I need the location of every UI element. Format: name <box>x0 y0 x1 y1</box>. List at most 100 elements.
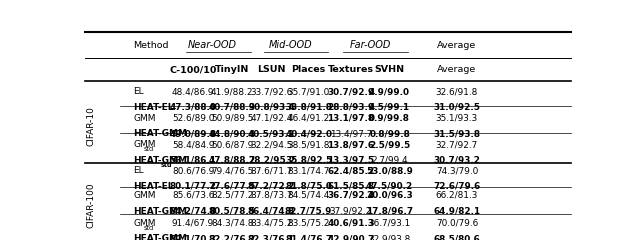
Text: 82.7/75.9: 82.7/75.9 <box>285 207 332 216</box>
Text: 74.3/79.0: 74.3/79.0 <box>436 166 478 175</box>
Text: 40.4/92.0: 40.4/92.0 <box>285 129 332 138</box>
Text: 80.1/77.2: 80.1/77.2 <box>170 182 216 191</box>
Text: 82.3/76.1: 82.3/76.1 <box>248 234 295 240</box>
Text: HEAT-EL: HEAT-EL <box>134 182 174 191</box>
Text: 40.6/91.3: 40.6/91.3 <box>328 219 374 228</box>
Text: 91.4/67.9: 91.4/67.9 <box>172 219 214 228</box>
Text: LSUN: LSUN <box>257 65 285 74</box>
Text: 28.2/95.2: 28.2/95.2 <box>248 156 295 165</box>
Text: 50.6/87.9: 50.6/87.9 <box>211 140 253 149</box>
Text: 13.4/97.7: 13.4/97.7 <box>330 129 372 138</box>
Text: 70.0/79.6: 70.0/79.6 <box>436 219 478 228</box>
Text: 89.1/70.3: 89.1/70.3 <box>170 234 216 240</box>
Text: std: std <box>144 225 154 231</box>
Text: 13.1/97.8: 13.1/97.8 <box>327 114 374 123</box>
Text: Near-OOD: Near-OOD <box>188 40 237 50</box>
Text: 64.9/82.1: 64.9/82.1 <box>433 207 481 216</box>
Text: 50.9/89.5: 50.9/89.5 <box>211 114 253 123</box>
Text: 79.4/76.5: 79.4/76.5 <box>211 166 253 175</box>
Text: 82.5/77.2: 82.5/77.2 <box>211 191 253 200</box>
Text: HEAT-GMM: HEAT-GMM <box>134 234 188 240</box>
Text: CIFAR-100: CIFAR-100 <box>86 182 95 228</box>
Text: 44.8/90.4: 44.8/90.4 <box>209 129 256 138</box>
Text: C-100/10: C-100/10 <box>170 65 217 74</box>
Text: EL: EL <box>134 87 144 96</box>
Text: 82.2/76.2: 82.2/76.2 <box>209 234 256 240</box>
Text: 47.1/92.4: 47.1/92.4 <box>250 114 292 123</box>
Text: 33.8/91.8: 33.8/91.8 <box>285 103 332 112</box>
Text: 35.1/93.3: 35.1/93.3 <box>436 114 478 123</box>
Text: 4.9/99.0: 4.9/99.0 <box>369 87 410 96</box>
Text: 31.5/93.8: 31.5/93.8 <box>433 129 481 138</box>
Text: 35.8/92.5: 35.8/92.5 <box>285 156 332 165</box>
Text: 0.8/99.8: 0.8/99.8 <box>369 129 410 138</box>
Text: 13.3/97.5: 13.3/97.5 <box>327 156 374 165</box>
Text: Far-OOD: Far-OOD <box>349 40 391 50</box>
Text: 31.0/92.5: 31.0/92.5 <box>433 103 481 112</box>
Text: 13.8/97.6: 13.8/97.6 <box>327 140 374 149</box>
Text: 36.7/92.4: 36.7/92.4 <box>327 191 374 200</box>
Text: 4.5/99.1: 4.5/99.1 <box>369 103 410 112</box>
Text: std: std <box>144 146 154 152</box>
Text: Average: Average <box>437 65 477 74</box>
Text: 47.8/88.7: 47.8/88.7 <box>209 156 256 165</box>
Text: SVHN: SVHN <box>374 65 404 74</box>
Text: 47.3/88.0: 47.3/88.0 <box>170 103 216 112</box>
Text: Places: Places <box>292 65 326 74</box>
Text: 40.5/93.2: 40.5/93.2 <box>248 129 295 138</box>
Text: Textures: Textures <box>328 65 374 74</box>
Text: 83.5/75.2: 83.5/75.2 <box>287 219 330 228</box>
Text: 87.2/72.2: 87.2/72.2 <box>248 182 295 191</box>
Text: 49.0/89.8: 49.0/89.8 <box>170 129 216 138</box>
Text: 84.3/74.8: 84.3/74.8 <box>211 219 253 228</box>
Text: Average: Average <box>437 41 477 50</box>
Text: CIFAR-10: CIFAR-10 <box>86 106 95 146</box>
Text: GMM: GMM <box>134 140 156 149</box>
Text: 47.5/90.2: 47.5/90.2 <box>366 182 413 191</box>
Text: GMM: GMM <box>134 191 156 200</box>
Text: 83.4/75.2: 83.4/75.2 <box>250 219 292 228</box>
Text: 72.6/79.6: 72.6/79.6 <box>433 182 481 191</box>
Text: Mid-OOD: Mid-OOD <box>268 40 312 50</box>
Text: 33.7/92.6: 33.7/92.6 <box>250 87 292 96</box>
Text: 0.9/99.8: 0.9/99.8 <box>369 114 410 123</box>
Text: 36.7/93.1: 36.7/93.1 <box>369 219 411 228</box>
Text: 17.8/96.7: 17.8/96.7 <box>366 207 413 216</box>
Text: 30.7/93.2: 30.7/93.2 <box>433 156 481 165</box>
Text: 32.6/91.8: 32.6/91.8 <box>436 87 478 96</box>
Text: 35.7/91.0: 35.7/91.0 <box>287 87 330 96</box>
Text: 42.9/90.7: 42.9/90.7 <box>327 234 374 240</box>
Text: 77.6/77.5: 77.6/77.5 <box>209 182 256 191</box>
Text: 32.9/93.8: 32.9/93.8 <box>368 234 411 240</box>
Text: 80.6/76.9: 80.6/76.9 <box>172 166 214 175</box>
Text: HEAT-EL: HEAT-EL <box>134 103 174 112</box>
Text: HEAT-GMM: HEAT-GMM <box>134 156 188 165</box>
Text: 62.4/85.2: 62.4/85.2 <box>327 166 374 175</box>
Text: 68.5/80.6: 68.5/80.6 <box>433 234 481 240</box>
Text: 40.7/88.9: 40.7/88.9 <box>209 103 256 112</box>
Text: 41.9/88.2: 41.9/88.2 <box>211 87 253 96</box>
Text: 30.8/93.4: 30.8/93.4 <box>248 103 295 112</box>
Text: 52.6/89.0: 52.6/89.0 <box>172 114 214 123</box>
Text: 32.2/94.5: 32.2/94.5 <box>250 140 292 149</box>
Text: Method: Method <box>134 41 169 50</box>
Text: 53.0/88.9: 53.0/88.9 <box>366 166 413 175</box>
Text: HEAT-GMM: HEAT-GMM <box>134 129 188 138</box>
Text: 87.8/73.7: 87.8/73.7 <box>250 191 292 200</box>
Text: 83.1/74.7: 83.1/74.7 <box>287 166 330 175</box>
Text: 56.1/86.1: 56.1/86.1 <box>170 156 216 165</box>
Text: TinyIN: TinyIN <box>215 65 250 74</box>
Text: 61.5/85.8: 61.5/85.8 <box>327 182 374 191</box>
Text: GMM: GMM <box>134 114 156 123</box>
Text: 38.5/91.8: 38.5/91.8 <box>287 140 330 149</box>
Text: 30.7/92.9: 30.7/92.9 <box>327 87 374 96</box>
Text: HEAT-GMM: HEAT-GMM <box>134 207 188 216</box>
Text: 20.0/96.3: 20.0/96.3 <box>366 191 413 200</box>
Text: EL: EL <box>134 166 144 175</box>
Text: 81.4/76.7: 81.4/76.7 <box>285 234 332 240</box>
Text: 46.4/91.2: 46.4/91.2 <box>287 114 330 123</box>
Text: 2.5/99.5: 2.5/99.5 <box>369 140 410 149</box>
Text: 87.6/71.7: 87.6/71.7 <box>250 166 292 175</box>
Text: 58.4/84.9: 58.4/84.9 <box>172 140 214 149</box>
Text: 85.6/73.6: 85.6/73.6 <box>172 191 214 200</box>
